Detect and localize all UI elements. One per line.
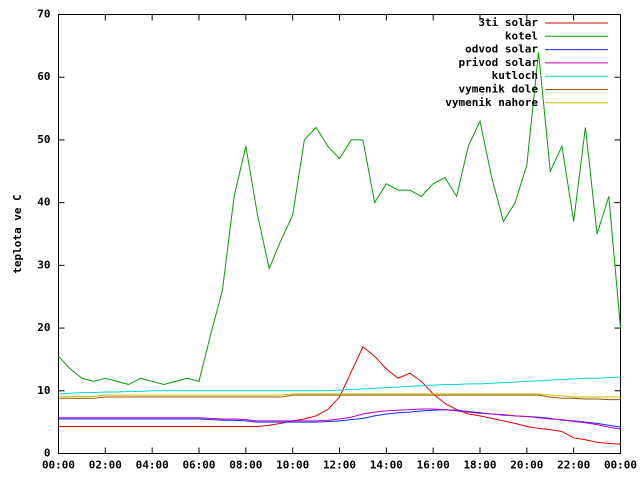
series-line	[58, 346, 621, 445]
series-line	[58, 52, 621, 386]
x-tick-label: 22:00	[557, 459, 590, 472]
x-tick-label: 08:00	[229, 459, 262, 472]
legend-label: kutloch	[492, 69, 538, 82]
series-line	[58, 408, 621, 430]
x-tick-label: 12:00	[323, 459, 356, 472]
x-tick-label: 00:00	[42, 459, 75, 472]
series-line	[58, 394, 621, 401]
x-tick-label: 06:00	[182, 459, 215, 472]
legend-label: vymenik nahore	[445, 96, 538, 109]
y-tick-label: 10	[37, 384, 50, 397]
legend-label: privod solar	[459, 56, 539, 69]
legend-label: odvod solar	[465, 43, 538, 56]
y-tick-label: 40	[37, 196, 50, 209]
y-tick-label: 50	[37, 133, 50, 146]
x-tick-label: 02:00	[89, 459, 122, 472]
series-line	[58, 393, 621, 398]
legend-label: vymenik dole	[459, 83, 539, 96]
x-tick-label: 14:00	[370, 459, 403, 472]
series-line	[58, 376, 621, 395]
y-tick-label: 0	[44, 447, 51, 460]
x-tick-label: 10:00	[276, 459, 309, 472]
y-axis-label: teplota ve C	[11, 194, 24, 273]
x-tick-label: 04:00	[136, 459, 169, 472]
x-tick-label: 16:00	[417, 459, 450, 472]
y-tick-label: 60	[37, 70, 50, 83]
x-tick-label: 20:00	[510, 459, 543, 472]
x-tick-label: 00:00	[604, 459, 637, 472]
y-tick-label: 70	[37, 8, 50, 21]
y-tick-label: 30	[37, 258, 50, 271]
legend-label: kotel	[505, 29, 538, 42]
y-tick-label: 20	[37, 321, 50, 334]
legend-label: 3ti solar	[478, 16, 538, 29]
x-tick-label: 18:00	[463, 459, 496, 472]
series-line	[58, 409, 621, 428]
